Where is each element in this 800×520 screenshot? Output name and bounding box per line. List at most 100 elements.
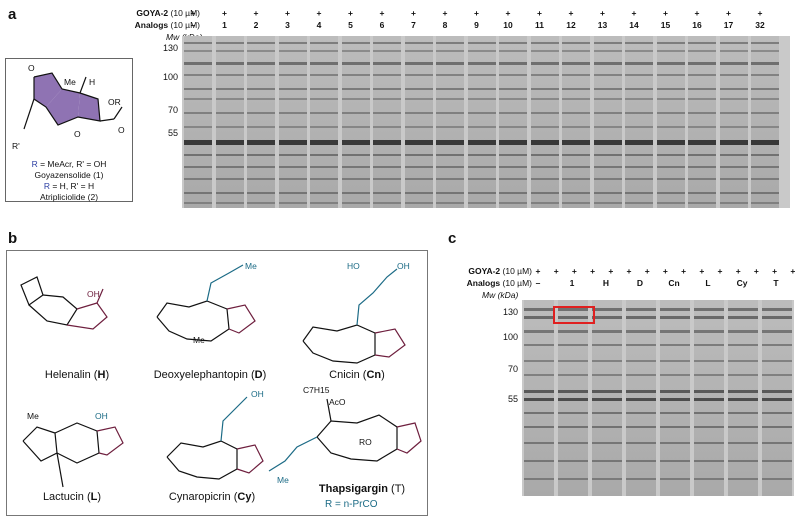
lane-a-analog-16: 16 <box>692 20 702 30</box>
b-ho-1: HO <box>347 261 360 271</box>
gel-band <box>404 140 433 145</box>
gel-band <box>626 398 656 401</box>
gel-band <box>467 140 496 145</box>
gel-band <box>660 374 690 376</box>
gel-band <box>592 478 622 480</box>
r-note-thapsigargin: R = n-PrCO <box>325 499 378 510</box>
gel-band <box>404 74 433 76</box>
gel-band <box>278 166 307 168</box>
gel-band <box>499 74 527 76</box>
gel-band <box>341 42 370 44</box>
lane-c-analog-7: T <box>773 278 779 288</box>
lane-a-goya-3: + <box>285 8 290 18</box>
gel-band <box>688 50 716 52</box>
panel-c-letter: c <box>448 230 457 247</box>
gel-band <box>404 112 433 114</box>
gel-image-a <box>182 36 790 208</box>
lane-c-goya-13: + <box>772 266 778 276</box>
gel-band <box>373 42 401 44</box>
gel-band <box>688 88 716 90</box>
lane-a-goya-5: + <box>348 8 353 18</box>
lane-c-analog-0: – <box>535 278 541 288</box>
gel-band <box>373 202 401 204</box>
gel-band <box>656 202 685 204</box>
mol-cynaropicrin: Cynaropicrin (Cy) <box>168 491 256 503</box>
b-ro: RO <box>359 437 372 447</box>
gel-band <box>373 74 401 76</box>
gel-band <box>688 112 716 114</box>
mw-130-c: 130 <box>502 307 518 317</box>
gel-band <box>499 202 527 204</box>
gel-band <box>558 478 588 480</box>
gel-band <box>247 192 275 194</box>
gel-band <box>751 112 779 114</box>
gel-band <box>626 426 656 428</box>
gel-band <box>373 166 401 168</box>
gel-band <box>215 98 244 100</box>
gel-band <box>626 316 656 319</box>
gel-band <box>660 442 690 444</box>
b-aco: AcO <box>329 397 346 407</box>
gel-band <box>751 126 779 128</box>
gel-band <box>728 412 758 414</box>
gel-band <box>524 426 554 428</box>
gel-band <box>660 426 690 428</box>
gel-band <box>562 42 590 44</box>
gel-band <box>310 98 338 100</box>
gel-band <box>593 112 622 114</box>
gel-band <box>310 202 338 204</box>
gel-band <box>719 74 748 76</box>
mol-deoxyelephantopin: Deoxyelephantopin (D) <box>153 369 267 381</box>
gel-band <box>530 50 559 52</box>
gel-band <box>404 88 433 90</box>
caption-line2: Goyazensolide (1) <box>34 170 104 180</box>
panel-a-letter: a <box>8 6 17 23</box>
gel-band <box>499 178 527 180</box>
gel-band <box>524 316 554 319</box>
gel-band <box>530 42 559 44</box>
gel-band <box>436 154 464 156</box>
gel-band <box>719 140 748 145</box>
gel-band <box>562 202 590 204</box>
panel-b-letter: b <box>8 230 18 247</box>
gel-band <box>215 112 244 114</box>
gel-band <box>278 98 307 100</box>
lane-a-goya-0: + <box>190 8 196 18</box>
gel-band <box>247 126 275 128</box>
gel-band <box>660 460 690 462</box>
struct-o1: O <box>28 63 35 73</box>
gel-band <box>558 316 588 319</box>
gel-band <box>436 126 464 128</box>
gel-band <box>373 140 401 145</box>
mw-70-a: 70 <box>167 105 178 115</box>
lane-c-goya-1: + <box>553 266 559 276</box>
gel-band <box>694 390 724 393</box>
gel-band <box>467 154 496 156</box>
lane-a-goya-7: + <box>411 8 416 18</box>
gel-band <box>278 62 307 65</box>
gel-a-lane-5 <box>341 36 370 208</box>
gel-band <box>184 140 212 145</box>
gel-band <box>530 98 559 100</box>
gel-band <box>656 98 685 100</box>
gel-a-lane-7 <box>404 36 433 208</box>
gel-band <box>593 62 622 65</box>
gel-band <box>310 50 338 52</box>
gel-band <box>762 308 792 311</box>
gel-band <box>562 154 590 156</box>
gel-band <box>404 42 433 44</box>
gel-band <box>278 192 307 194</box>
gel-band <box>278 50 307 52</box>
gel-band <box>592 360 622 362</box>
lane-a-analog-9: 9 <box>474 20 479 30</box>
gel-band <box>562 112 590 114</box>
sesquiterpene-structures <box>20 264 422 488</box>
lane-a-goya-1: + <box>222 8 227 18</box>
gel-band <box>751 192 779 194</box>
gel-a-lane-4 <box>310 36 338 208</box>
gel-band <box>373 192 401 194</box>
gel-band <box>751 74 779 76</box>
gel-band <box>592 330 622 333</box>
gel-band <box>467 112 496 114</box>
gel-band <box>436 166 464 168</box>
